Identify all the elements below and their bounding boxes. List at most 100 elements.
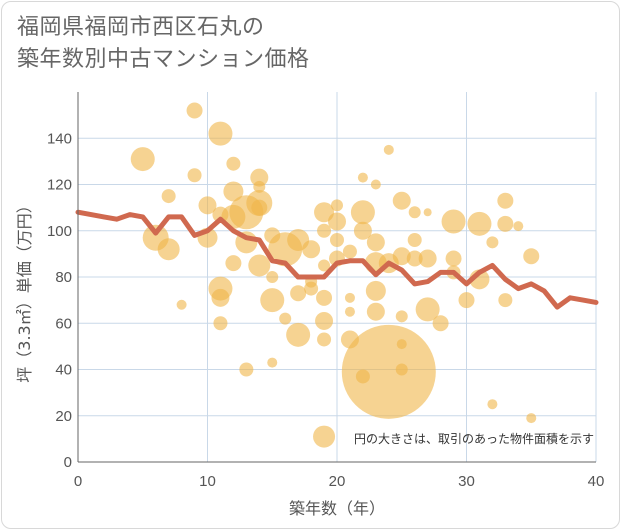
bubble-point bbox=[344, 292, 355, 303]
bubble-point bbox=[211, 288, 230, 307]
y-tick-label: 140 bbox=[47, 130, 72, 147]
bubble-point bbox=[302, 240, 321, 259]
bubble-point bbox=[314, 202, 335, 223]
bubble-point bbox=[407, 233, 422, 247]
chart-title: 福岡県福岡市西区石丸の 築年数別中古マンション価格 bbox=[17, 12, 310, 76]
bubble-point bbox=[248, 254, 271, 277]
bubble-point bbox=[313, 425, 336, 448]
bubble-point bbox=[432, 315, 449, 332]
bubble-point bbox=[418, 249, 437, 268]
y-tick-label: 100 bbox=[47, 223, 72, 240]
grid-lines bbox=[78, 92, 597, 462]
bubble-point bbox=[253, 180, 266, 193]
bubble-point bbox=[370, 179, 381, 190]
y-tick-label: 80 bbox=[55, 269, 72, 286]
bubble-point bbox=[161, 189, 176, 204]
bubble-point bbox=[526, 413, 537, 424]
bubble-point bbox=[226, 156, 241, 171]
bubble-point bbox=[187, 168, 202, 183]
bubble-point bbox=[212, 206, 229, 223]
bubble-point bbox=[239, 362, 254, 377]
bubble-point bbox=[523, 248, 540, 265]
bubble-point bbox=[267, 357, 278, 368]
bubble-point bbox=[353, 221, 372, 240]
bubble-point bbox=[331, 199, 343, 212]
x-tick-label: 0 bbox=[74, 473, 82, 490]
bubble-point bbox=[497, 215, 514, 232]
bubble-point bbox=[415, 297, 440, 322]
bubble-point bbox=[316, 289, 333, 306]
bubble-size-note: 円の大きさは、取引のあった物件面積を示す bbox=[354, 431, 594, 446]
bubble-point bbox=[350, 200, 375, 225]
y-tick-label: 60 bbox=[55, 315, 72, 332]
bubble-point bbox=[186, 102, 203, 119]
y-tick-label: 40 bbox=[55, 362, 72, 379]
bubble-point bbox=[458, 292, 475, 309]
bubble-point bbox=[318, 259, 331, 272]
bubble-series bbox=[130, 102, 540, 448]
y-tick-label: 120 bbox=[47, 177, 72, 194]
bubble-point bbox=[266, 271, 279, 283]
bubble-point bbox=[441, 209, 466, 234]
bubble-point bbox=[395, 363, 408, 376]
bubble-point bbox=[392, 191, 411, 210]
title-line-1: 福岡県福岡市西区石丸の bbox=[17, 15, 265, 40]
x-axis-title: 築年数（年） bbox=[289, 499, 385, 518]
average-price-line bbox=[75, 209, 599, 310]
bubble-point bbox=[423, 208, 432, 217]
y-axis-title: 坪（3.3㎡）単価（万円） bbox=[15, 197, 34, 382]
bubble-point bbox=[328, 212, 346, 231]
bubble-point bbox=[317, 332, 332, 347]
bubble-point bbox=[406, 250, 423, 267]
bubble-point bbox=[317, 223, 332, 238]
bubble-point bbox=[251, 199, 268, 216]
bubble-point bbox=[396, 339, 407, 350]
bubble-point bbox=[445, 250, 462, 267]
bubble-point bbox=[467, 211, 492, 236]
x-tick-label: 30 bbox=[458, 473, 475, 490]
bubble-point bbox=[130, 147, 155, 172]
bubble-point bbox=[487, 399, 498, 410]
bubble-point bbox=[497, 192, 514, 209]
bubble-point bbox=[330, 233, 344, 247]
bubble-point bbox=[223, 181, 244, 202]
bubble-point bbox=[366, 302, 385, 321]
bubble-point bbox=[286, 322, 311, 347]
bubble-point bbox=[408, 206, 421, 219]
x-tick-label: 20 bbox=[329, 473, 346, 490]
bubble-point bbox=[260, 288, 285, 313]
bubble-point bbox=[383, 144, 394, 155]
bubble-point bbox=[395, 310, 408, 323]
bubble-point bbox=[357, 172, 368, 183]
bubble-point bbox=[213, 316, 228, 331]
bubble-point bbox=[176, 299, 187, 310]
y-tick-label: 0 bbox=[64, 454, 72, 471]
bubble-point bbox=[341, 324, 436, 419]
bubble-point bbox=[355, 369, 370, 384]
axes: 0 20 40 60 80 100 120 140 0 10 20 30 40 bbox=[47, 92, 604, 490]
bubble-point bbox=[208, 121, 233, 146]
bubble-point bbox=[365, 280, 386, 301]
y-tick-label: 20 bbox=[55, 408, 72, 425]
bubble-point bbox=[344, 306, 355, 317]
bubble-point bbox=[498, 293, 513, 308]
bubble-point bbox=[392, 247, 411, 266]
bubble-point bbox=[198, 196, 217, 215]
bubble-point bbox=[225, 255, 242, 272]
bubble-point bbox=[315, 311, 334, 330]
bubble-point bbox=[486, 236, 499, 249]
bubble-point bbox=[264, 227, 281, 244]
title-line-2: 築年数別中古マンション価格 bbox=[17, 47, 310, 72]
x-tick-label: 40 bbox=[588, 473, 605, 490]
x-tick-label: 10 bbox=[199, 473, 216, 490]
bubble-point bbox=[250, 168, 269, 187]
bubble-point bbox=[340, 330, 359, 349]
average-price-polyline bbox=[75, 209, 599, 310]
bubble-point bbox=[513, 221, 524, 232]
bubble-point bbox=[366, 233, 385, 252]
bubble-point bbox=[342, 244, 357, 259]
bubble-point bbox=[290, 285, 307, 302]
bubble-point bbox=[279, 312, 292, 325]
